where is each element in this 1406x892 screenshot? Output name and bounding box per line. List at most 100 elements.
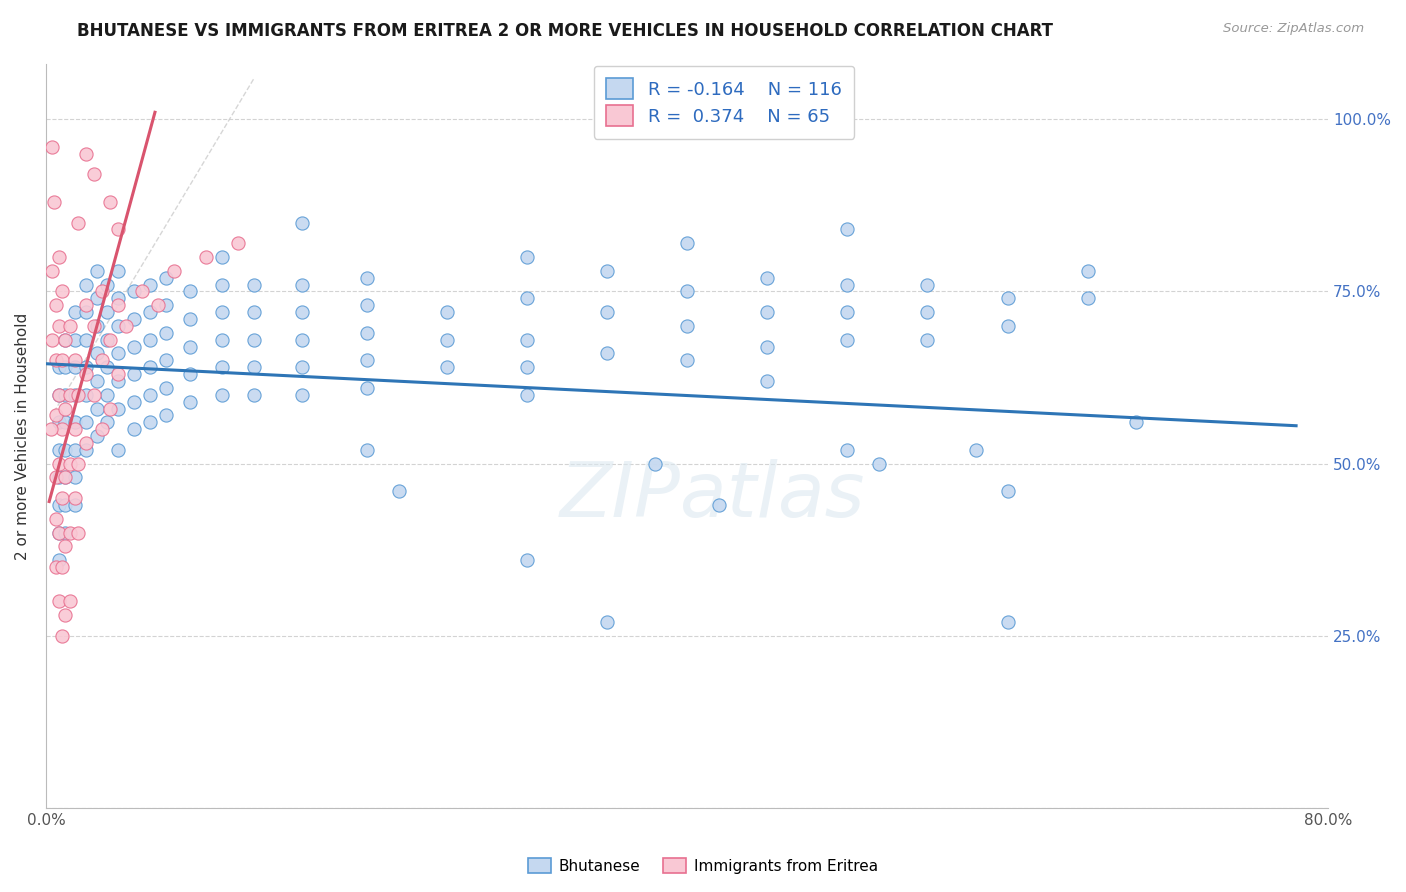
Point <box>63 388 86 402</box>
Point <box>516 333 538 347</box>
Point <box>291 333 314 347</box>
Point <box>66 388 89 402</box>
Point <box>179 285 201 299</box>
Point <box>107 374 129 388</box>
Point <box>91 353 114 368</box>
Point <box>356 270 378 285</box>
Point <box>41 264 63 278</box>
Point <box>75 305 97 319</box>
Point <box>48 525 70 540</box>
Point <box>48 415 70 429</box>
Point <box>66 525 89 540</box>
Point <box>66 457 89 471</box>
Point <box>917 333 939 347</box>
Point <box>63 333 86 347</box>
Point <box>48 470 70 484</box>
Point <box>75 442 97 457</box>
Point <box>837 305 859 319</box>
Point <box>48 594 70 608</box>
Point <box>155 326 177 340</box>
Point <box>179 394 201 409</box>
Point <box>997 484 1019 499</box>
Point <box>756 339 779 353</box>
Point <box>676 353 699 368</box>
Point <box>59 594 82 608</box>
Point <box>83 167 105 181</box>
Point <box>596 264 619 278</box>
Point <box>51 285 73 299</box>
Point <box>59 457 82 471</box>
Legend: Bhutanese, Immigrants from Eritrea: Bhutanese, Immigrants from Eritrea <box>522 852 884 880</box>
Point <box>756 374 779 388</box>
Point <box>211 388 233 402</box>
Point <box>98 401 121 416</box>
Point <box>243 277 266 292</box>
Point <box>1125 415 1147 429</box>
Point <box>997 615 1019 629</box>
Point <box>122 312 145 326</box>
Point <box>211 277 233 292</box>
Point <box>107 367 129 381</box>
Point <box>243 333 266 347</box>
Point <box>516 291 538 305</box>
Point <box>1077 291 1099 305</box>
Point <box>45 353 67 368</box>
Point <box>243 360 266 375</box>
Point <box>179 312 201 326</box>
Text: Source: ZipAtlas.com: Source: ZipAtlas.com <box>1223 22 1364 36</box>
Point <box>107 298 129 312</box>
Point <box>59 388 82 402</box>
Point <box>291 360 314 375</box>
Y-axis label: 2 or more Vehicles in Household: 2 or more Vehicles in Household <box>15 312 30 559</box>
Point <box>53 333 76 347</box>
Point <box>139 333 162 347</box>
Point <box>155 270 177 285</box>
Point <box>96 415 118 429</box>
Point <box>53 388 76 402</box>
Point <box>45 470 67 484</box>
Point <box>122 339 145 353</box>
Point <box>96 333 118 347</box>
Point <box>107 318 129 333</box>
Point <box>436 333 458 347</box>
Point <box>48 250 70 264</box>
Point <box>122 367 145 381</box>
Point <box>48 318 70 333</box>
Point <box>48 525 70 540</box>
Point <box>107 222 129 236</box>
Point <box>707 498 730 512</box>
Point <box>96 360 118 375</box>
Point <box>436 360 458 375</box>
Point <box>291 277 314 292</box>
Point <box>51 491 73 505</box>
Point <box>211 250 233 264</box>
Point <box>139 360 162 375</box>
Point <box>86 291 108 305</box>
Point <box>53 539 76 553</box>
Point <box>837 442 859 457</box>
Point <box>107 442 129 457</box>
Point <box>122 285 145 299</box>
Point <box>917 277 939 292</box>
Point <box>122 394 145 409</box>
Point <box>226 236 249 251</box>
Point <box>211 305 233 319</box>
Point <box>48 388 70 402</box>
Point <box>53 415 76 429</box>
Point <box>51 560 73 574</box>
Point <box>45 409 67 423</box>
Point <box>139 277 162 292</box>
Point <box>211 360 233 375</box>
Point <box>86 264 108 278</box>
Point <box>837 277 859 292</box>
Point <box>48 388 70 402</box>
Point <box>91 422 114 436</box>
Point <box>45 512 67 526</box>
Point <box>356 326 378 340</box>
Point <box>155 409 177 423</box>
Point <box>155 381 177 395</box>
Point <box>59 318 82 333</box>
Point <box>63 470 86 484</box>
Point <box>356 381 378 395</box>
Point <box>965 442 987 457</box>
